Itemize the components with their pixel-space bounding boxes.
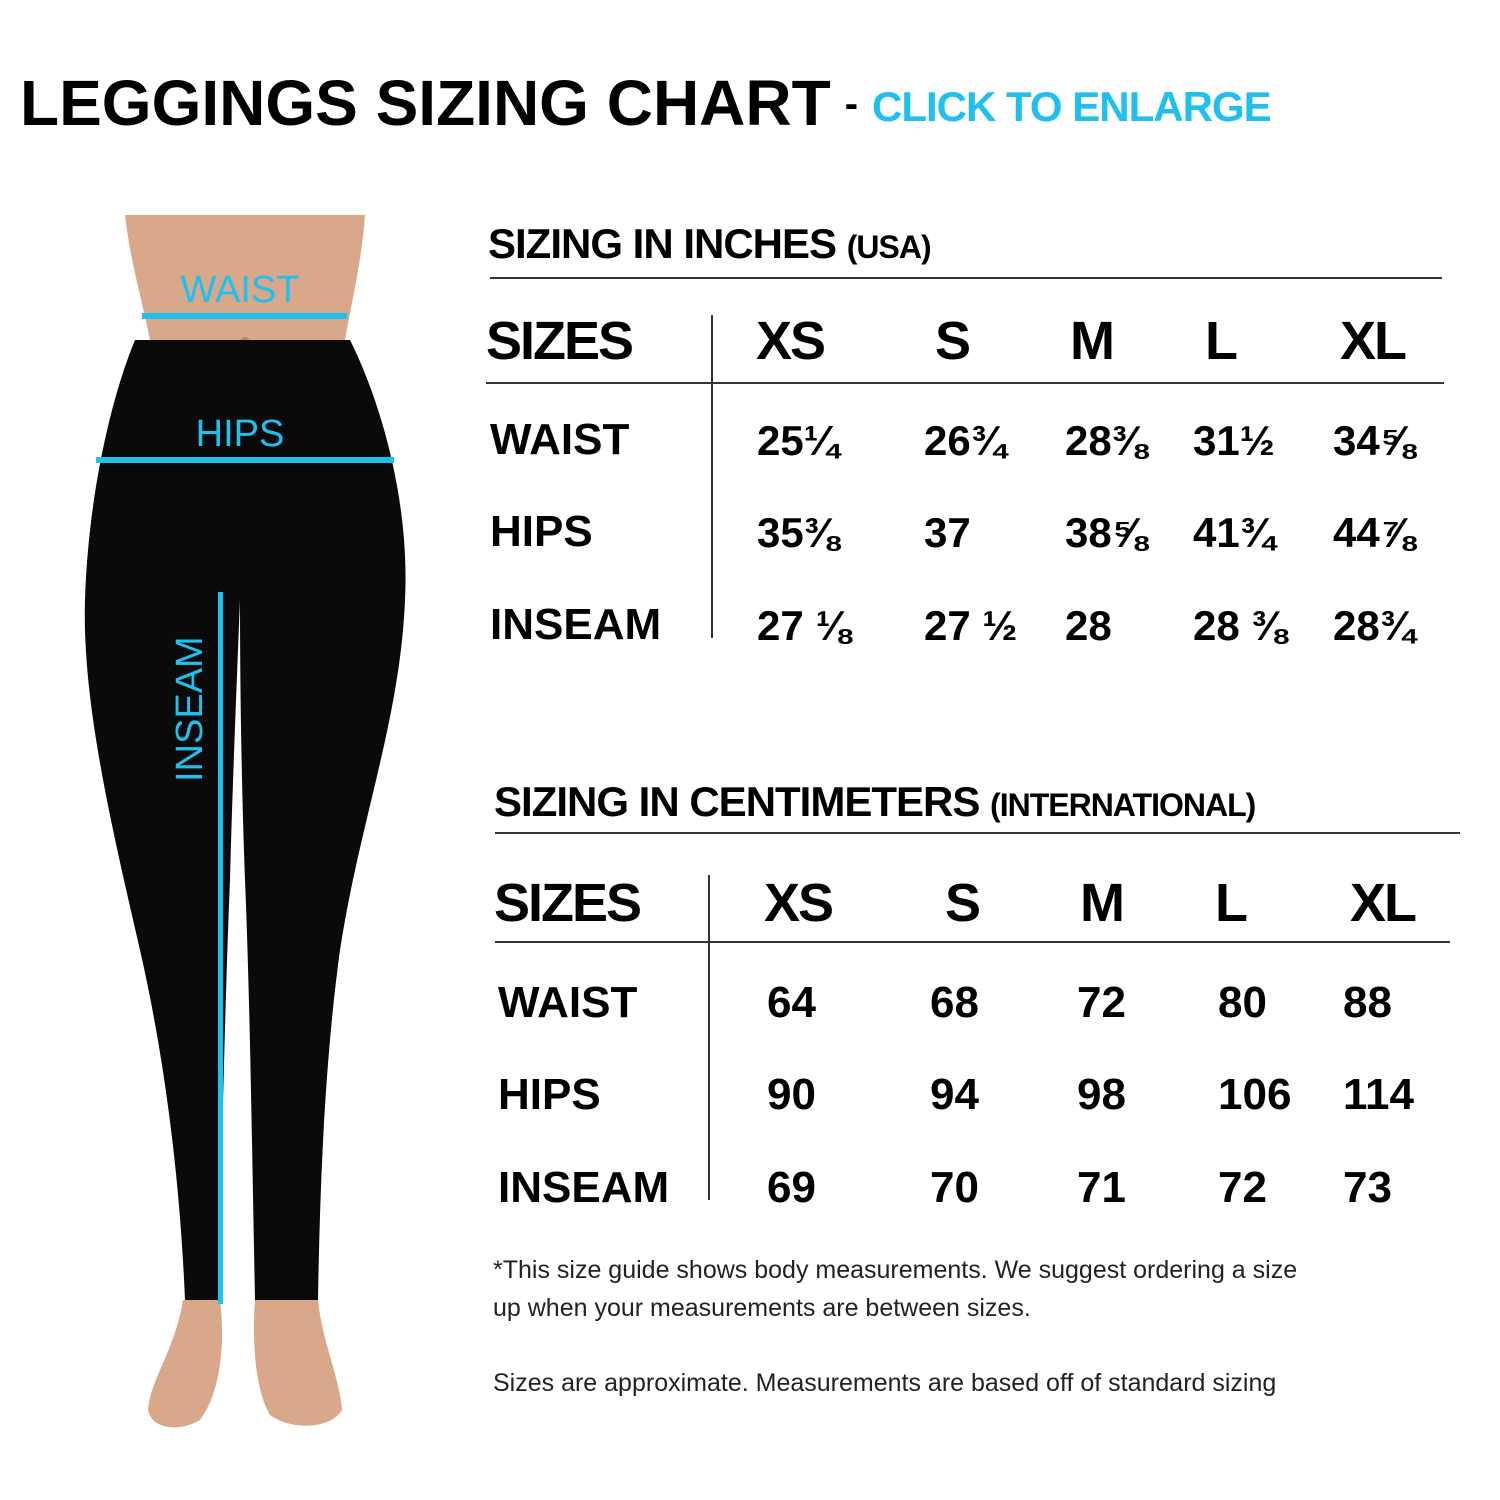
inches-cell: 28 bbox=[1065, 602, 1112, 649]
cm-cell: 73 bbox=[1343, 1163, 1392, 1212]
inseam-line bbox=[218, 592, 223, 1304]
cm-title: SIZING IN CENTIMETERS bbox=[494, 778, 980, 825]
size-header-m: M bbox=[1080, 873, 1125, 933]
row-label-inseam: INSEAM bbox=[490, 600, 662, 649]
cm-cell: 94 bbox=[930, 1070, 979, 1119]
size-header-xs: XS bbox=[764, 873, 834, 933]
cm-cell: 88 bbox=[1343, 978, 1392, 1027]
inches-cell: 38⅝ bbox=[1065, 509, 1147, 556]
right-foot bbox=[253, 1300, 342, 1426]
inches-cell: 28 ⅜ bbox=[1193, 602, 1287, 649]
title-separator: - bbox=[844, 82, 859, 126]
inches-cell: 28¾ bbox=[1333, 602, 1415, 649]
size-header-xl: XL bbox=[1340, 311, 1407, 371]
size-header-s: S bbox=[945, 873, 981, 933]
inches-cell: 31½ bbox=[1193, 417, 1275, 464]
cm-cell: 64 bbox=[767, 978, 816, 1027]
cm-cell: 114 bbox=[1343, 1070, 1414, 1119]
row-label-hips: HIPS bbox=[490, 507, 593, 556]
inches-title-rule bbox=[490, 277, 1442, 279]
inseam-label: INSEAM bbox=[169, 636, 211, 782]
note-line-2: up when your measurements are between si… bbox=[493, 1294, 1031, 1322]
inches-cell: 41¾ bbox=[1193, 509, 1275, 556]
row-label-waist: WAIST bbox=[490, 415, 630, 464]
cm-section-title: SIZING IN CENTIMETERS (INTERNATIONAL) bbox=[494, 778, 1256, 826]
cm-cell: 69 bbox=[767, 1163, 816, 1212]
cm-title-rule bbox=[495, 832, 1460, 834]
note-line-3: Sizes are approximate. Measurements are … bbox=[493, 1369, 1277, 1397]
size-header-m: M bbox=[1070, 311, 1115, 371]
note-line-1: *This size guide shows body measurements… bbox=[493, 1256, 1298, 1284]
inches-sizes-label: SIZES bbox=[486, 311, 634, 371]
hips-line bbox=[96, 457, 394, 463]
title-text: LEGGINGS SIZING CHART bbox=[20, 67, 831, 139]
cm-sizes-label: SIZES bbox=[494, 873, 642, 933]
hips-label: HIPS bbox=[196, 413, 285, 455]
size-header-l: L bbox=[1215, 873, 1248, 933]
cm-cell: 70 bbox=[930, 1163, 979, 1212]
cm-column-divider bbox=[708, 875, 710, 1200]
row-label-waist: WAIST bbox=[498, 978, 638, 1027]
cm-header-rule bbox=[495, 941, 1450, 943]
inches-cell: 25¼ bbox=[757, 417, 839, 464]
cm-cell: 80 bbox=[1218, 978, 1267, 1027]
inches-column-divider bbox=[711, 315, 713, 638]
leggings bbox=[84, 340, 406, 1300]
inches-cell: 44⅞ bbox=[1333, 509, 1415, 556]
left-foot bbox=[148, 1300, 223, 1428]
inches-cell: 34⅝ bbox=[1333, 417, 1415, 464]
inches-section-title: SIZING IN INCHES (USA) bbox=[488, 220, 932, 268]
inches-title: SIZING IN INCHES bbox=[488, 220, 837, 267]
cm-cell: 71 bbox=[1077, 1163, 1126, 1212]
inches-header-rule bbox=[486, 382, 1444, 384]
inches-cell: 27 ⅛ bbox=[757, 602, 851, 649]
leggings-model-figure: WAIST HIPS INSEAM bbox=[84, 215, 406, 1428]
cm-cell: 72 bbox=[1218, 1163, 1267, 1212]
row-label-hips: HIPS bbox=[498, 1070, 601, 1119]
size-header-xs: XS bbox=[756, 311, 826, 371]
size-header-s: S bbox=[935, 311, 971, 371]
inches-cell: 26¾ bbox=[924, 417, 1006, 464]
cm-cell: 106 bbox=[1218, 1070, 1292, 1119]
inches-cell: 35⅜ bbox=[757, 509, 839, 556]
inches-cell: 37 bbox=[924, 509, 971, 556]
cm-subtitle: (INTERNATIONAL) bbox=[990, 787, 1256, 823]
click-to-enlarge-link[interactable]: CLICK TO ENLARGE bbox=[872, 83, 1272, 130]
cm-cell: 68 bbox=[930, 978, 979, 1027]
inches-subtitle: (USA) bbox=[846, 229, 932, 265]
size-header-l: L bbox=[1205, 311, 1238, 371]
cm-cell: 72 bbox=[1077, 978, 1126, 1027]
row-label-inseam: INSEAM bbox=[498, 1163, 670, 1212]
waist-line bbox=[142, 313, 347, 319]
torso-skin bbox=[125, 215, 365, 340]
cm-cell: 98 bbox=[1077, 1070, 1126, 1119]
cm-cell: 90 bbox=[767, 1070, 816, 1119]
waist-label: WAIST bbox=[181, 269, 300, 311]
inches-cell: 27 ½ bbox=[924, 602, 1018, 649]
inches-cell: 28⅜ bbox=[1065, 417, 1147, 464]
size-header-xl: XL bbox=[1350, 873, 1417, 933]
page-title: LEGGINGS SIZING CHART - CLICK TO ENLARGE bbox=[20, 66, 1272, 140]
